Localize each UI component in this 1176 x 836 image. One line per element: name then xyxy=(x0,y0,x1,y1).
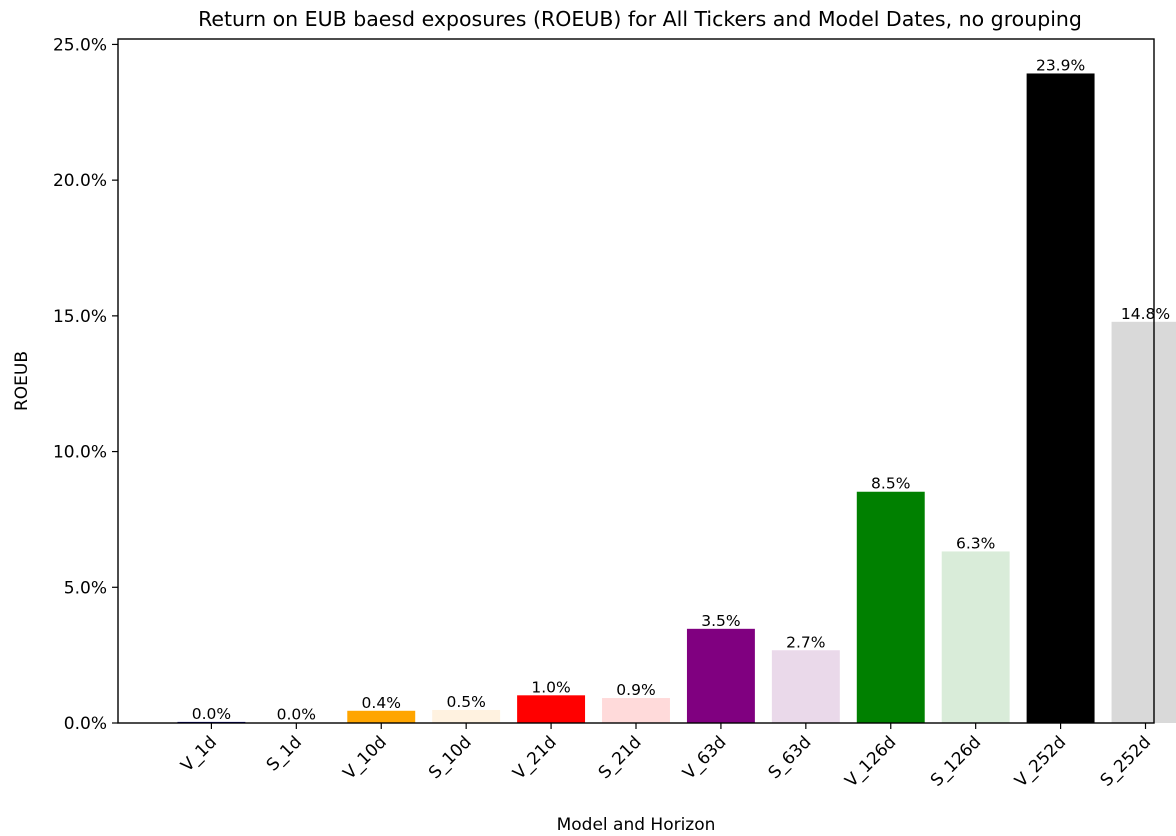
bar-s-63d xyxy=(771,650,840,723)
x-tick-label: S_21d xyxy=(595,732,646,783)
y-tick-label: 5.0% xyxy=(64,578,107,598)
bars-group xyxy=(177,73,1176,723)
x-tick-label: V_1d xyxy=(177,732,221,776)
y-tick-label: 0.0% xyxy=(64,714,107,734)
value-labels-group: 0.0% 0.0% 0.4% 0.5% 1.0% 0.9% 3.5% 2.7% 8.5% 6.3%… xyxy=(192,56,1170,723)
x-tick-label: S_252d xyxy=(1097,732,1155,790)
bar-v-10d xyxy=(347,710,416,723)
x-tick-label: V_63d xyxy=(679,732,730,783)
bar-v-63d xyxy=(686,628,755,723)
bar-s-126d xyxy=(941,551,1010,723)
x-axis: V_1d S_1d V_10d S_10d V_21d S_21d V_63d S_63d V_… xyxy=(177,723,1155,791)
bar-value-label: 0.9% xyxy=(616,681,655,699)
y-tick-label: 10.0% xyxy=(53,443,107,463)
bar-s-21d xyxy=(602,698,670,723)
bar-v-252d xyxy=(1026,73,1095,723)
x-tick-label: S_1d xyxy=(263,732,306,775)
x-axis-label: Model and Horizon xyxy=(557,815,716,835)
x-tick-label: S_126d xyxy=(927,732,985,790)
chart-title: Return on EUB baesd exposures (ROEUB) fo… xyxy=(198,7,1082,31)
y-tick-label: 20.0% xyxy=(53,171,107,191)
y-axis: 0.0% 5.0% 10.0% 15.0% 20.0% 25.0% xyxy=(53,35,118,734)
x-tick-label: S_63d xyxy=(765,732,816,783)
bar-value-label: 1.0% xyxy=(531,678,570,696)
x-tick-label: S_10d xyxy=(425,732,476,783)
y-axis-label: ROEUB xyxy=(12,351,32,411)
bar-value-label: 6.3% xyxy=(956,534,995,552)
bar-value-label: 0.4% xyxy=(362,694,401,712)
bar-value-label: 23.9% xyxy=(1036,56,1085,74)
x-tick-label: V_10d xyxy=(339,732,390,783)
bar-s-252d xyxy=(1111,321,1176,723)
y-tick-label: 25.0% xyxy=(53,35,107,55)
y-tick-label: 15.0% xyxy=(53,307,107,327)
bar-v-21d xyxy=(517,695,586,723)
bar-value-label: 3.5% xyxy=(701,612,740,630)
x-tick-label: V_126d xyxy=(841,732,900,791)
bar-v-126d xyxy=(856,491,925,723)
x-tick-label: V_252d xyxy=(1011,732,1070,791)
x-tick-label: V_21d xyxy=(509,732,560,783)
bar-value-label: 0.5% xyxy=(446,693,485,711)
bar-value-label: 14.8% xyxy=(1121,305,1170,323)
plot-frame xyxy=(117,38,1155,724)
bar-value-label: 2.7% xyxy=(786,633,825,651)
bar-s-10d xyxy=(432,709,501,723)
bar-value-label: 8.5% xyxy=(871,475,910,493)
bar-value-label: 0.0% xyxy=(277,706,316,724)
bar-value-label: 0.0% xyxy=(192,705,231,723)
